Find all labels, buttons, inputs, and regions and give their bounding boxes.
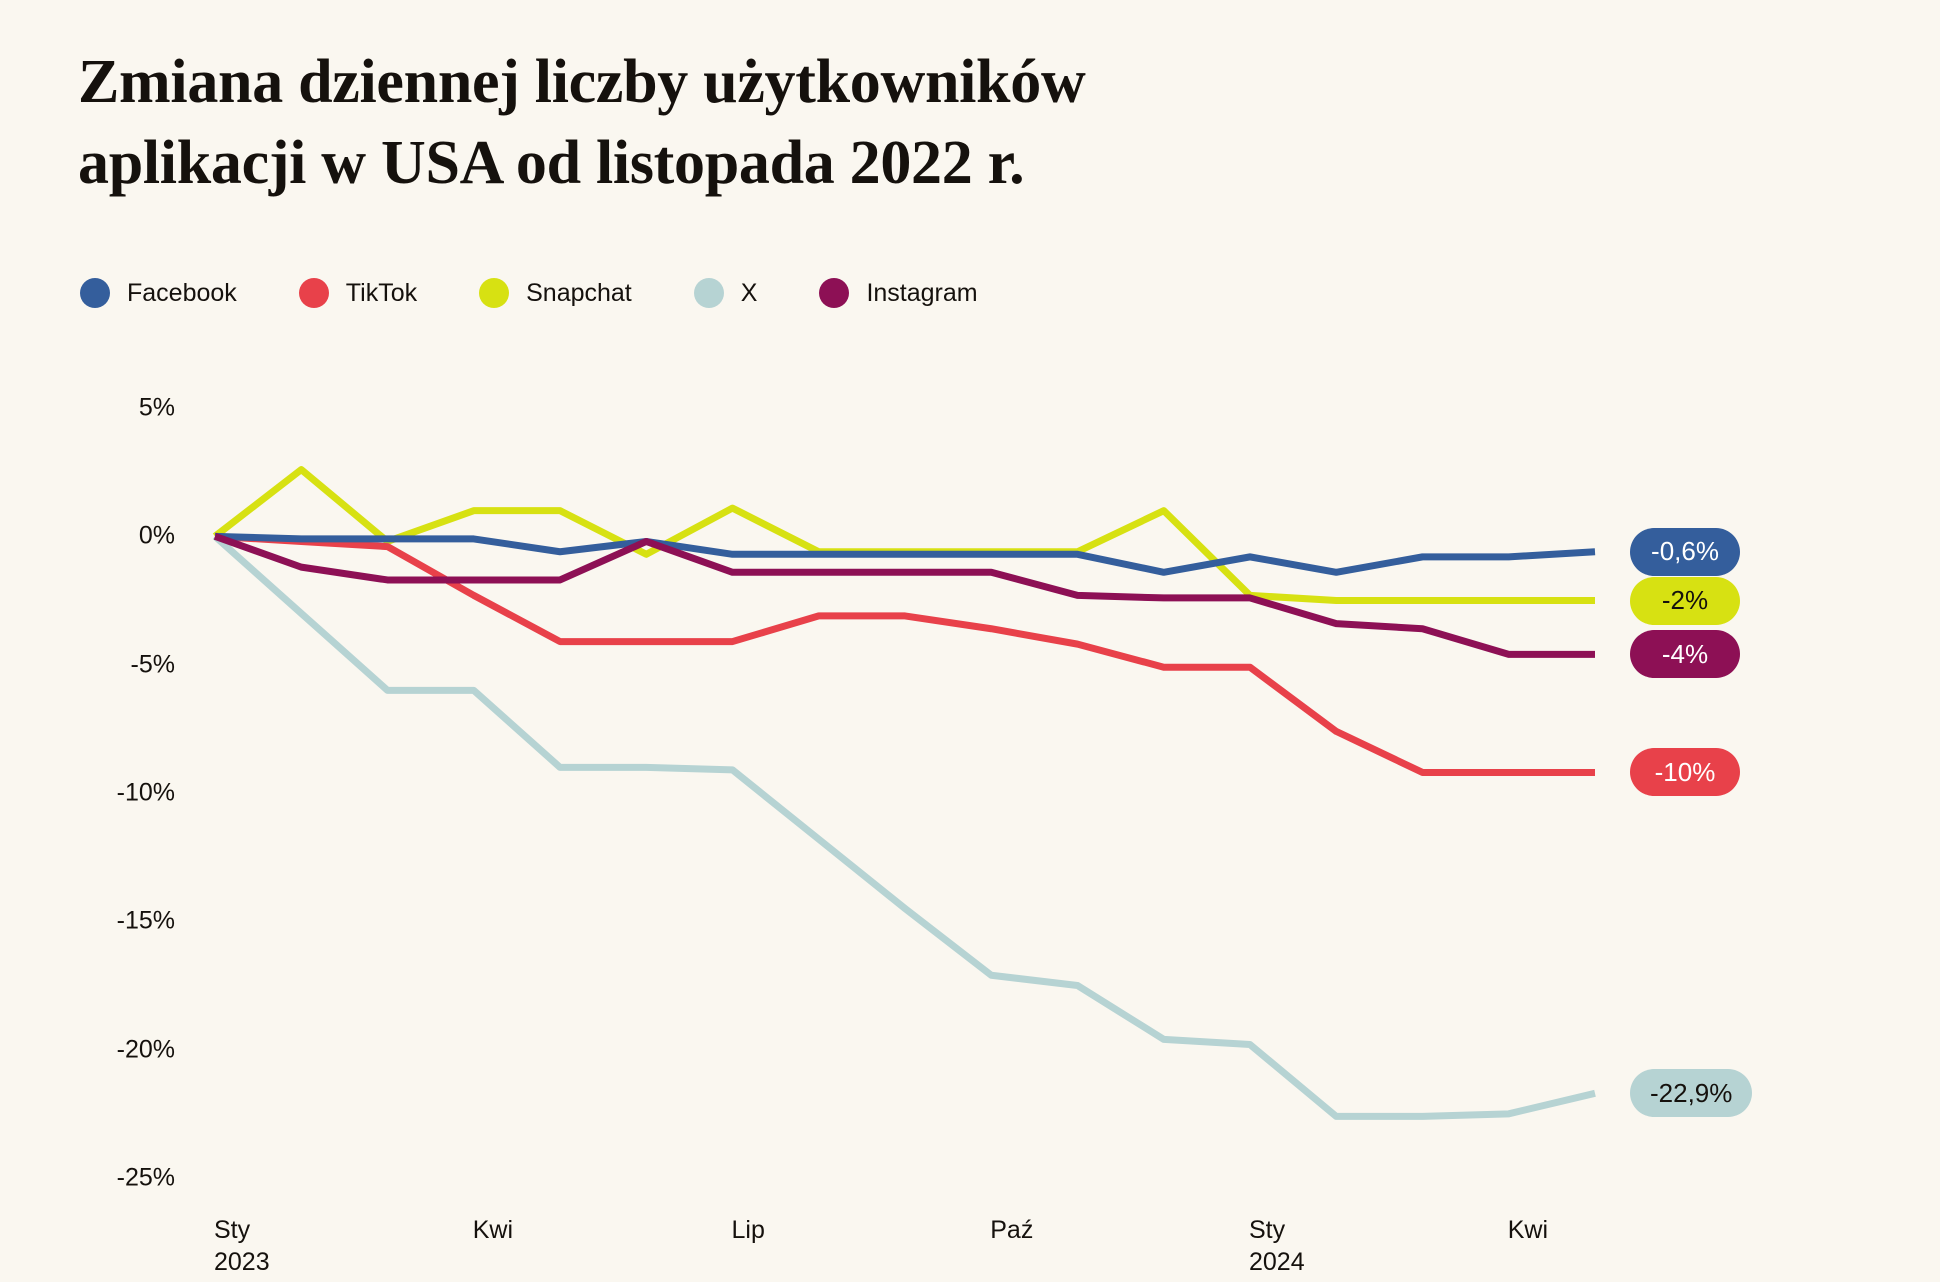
y-axis-tick-label: -25% bbox=[116, 1163, 175, 1192]
x-axis-tick-label: Lip bbox=[731, 1216, 765, 1244]
end-value-pill-facebook: -0,6% bbox=[1630, 527, 1740, 576]
legend-dot-icon bbox=[298, 278, 329, 308]
series-line-x bbox=[212, 533, 1596, 1120]
y-axis-tick-label: -20% bbox=[116, 1035, 175, 1064]
legend-dot-icon bbox=[693, 278, 724, 308]
end-value-pill-snapchat: -2% bbox=[1630, 576, 1740, 625]
y-axis-tick-label: 0% bbox=[138, 521, 175, 550]
y-axis-tick-label: -5% bbox=[130, 650, 175, 679]
chart-legend: Facebook TikTok Snapchat X Instagram bbox=[80, 278, 1040, 308]
legend-item-tiktok[interactable]: TikTok bbox=[298, 278, 418, 308]
x-axis-tick-label: Paź bbox=[990, 1216, 1034, 1244]
y-axis-tick-label: -15% bbox=[116, 906, 175, 935]
legend-dot-icon bbox=[479, 278, 510, 308]
end-value-pill-tiktok: -10% bbox=[1630, 748, 1740, 797]
y-axis-tick-label: -10% bbox=[116, 778, 175, 807]
y-axis-tick-label: 5% bbox=[138, 393, 175, 422]
legend-item-label: Snapchat bbox=[526, 278, 632, 307]
x-axis-tick-label: Kwi bbox=[472, 1216, 514, 1244]
page-title: Zmiana dziennej liczby użytkowników apli… bbox=[78, 48, 1086, 197]
legend-item-snapchat[interactable]: Snapchat bbox=[479, 278, 632, 308]
legend-item-facebook[interactable]: Facebook bbox=[80, 278, 237, 308]
legend-item-x[interactable]: X bbox=[693, 278, 758, 308]
end-value-pill-instagram: -4% bbox=[1630, 630, 1740, 679]
legend-item-label: Instagram bbox=[866, 278, 978, 307]
legend-item-label: X bbox=[740, 278, 758, 307]
end-value-pill-x: -22,9% bbox=[1630, 1069, 1753, 1118]
series-line-instagram bbox=[213, 533, 1595, 658]
legend-item-label: Facebook bbox=[127, 278, 237, 307]
x-axis-tick-label: Kwi bbox=[1507, 1216, 1549, 1244]
legend-dot-icon bbox=[819, 278, 850, 308]
legend-item-label: TikTok bbox=[345, 278, 418, 307]
x-axis-tick-label: Sty 2023 bbox=[214, 1216, 270, 1276]
x-axis-tick-label: Sty 2024 bbox=[1249, 1216, 1305, 1276]
series-line-facebook bbox=[214, 532, 1596, 576]
legend-dot-icon bbox=[80, 278, 110, 308]
legend-item-instagram[interactable]: Instagram bbox=[819, 278, 978, 308]
